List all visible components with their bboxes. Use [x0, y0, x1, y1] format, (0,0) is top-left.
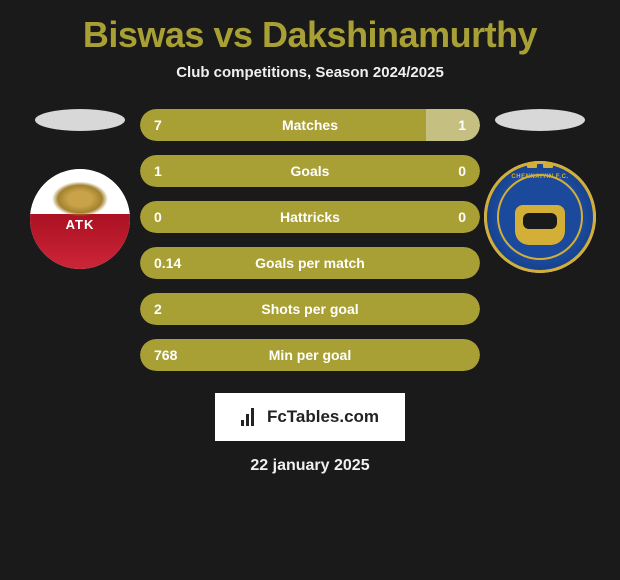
left-team-column: ATK	[20, 109, 140, 269]
che-logo-graphic: CHENNAIYIN F.C.	[484, 161, 596, 273]
atk-logo-graphic: ATK	[30, 169, 130, 269]
comparison-card: Biswas vs Dakshinamurthy Club competitio…	[0, 0, 620, 485]
stat-left-value: 2	[154, 301, 162, 317]
fctables-icon	[241, 408, 261, 426]
che-face-icon	[515, 205, 565, 245]
right-team-oval	[495, 109, 585, 131]
stat-left-value: 7	[154, 117, 162, 133]
stat-fill-right	[426, 109, 480, 141]
stat-right-value: 0	[458, 163, 466, 179]
stat-left-value: 0	[154, 209, 162, 225]
subtitle: Club competitions, Season 2024/2025	[176, 64, 444, 81]
stat-row: 1 0 Goals	[140, 155, 480, 187]
date-text: 22 january 2025	[250, 457, 369, 475]
stat-label: Shots per goal	[261, 301, 358, 317]
che-trophies-icon	[527, 161, 553, 168]
stat-label: Goals	[291, 163, 330, 179]
stat-left-value: 1	[154, 163, 162, 179]
brand-text: FcTables.com	[267, 407, 379, 427]
right-team-column: CHENNAIYIN F.C.	[480, 109, 600, 273]
stat-row: 7 1 Matches	[140, 109, 480, 141]
stat-right-value: 0	[458, 209, 466, 225]
stat-label: Matches	[282, 117, 338, 133]
stats-column: 7 1 Matches 1 0 Goals 0 0 Hattricks 0.14 Goals per…	[140, 109, 480, 371]
atk-logo-text: ATK	[66, 217, 95, 232]
stat-right-value: 1	[458, 117, 466, 133]
stat-left-value: 768	[154, 347, 177, 363]
brand-badge[interactable]: FcTables.com	[215, 393, 405, 441]
stat-left-value: 0.14	[154, 255, 181, 271]
left-team-oval	[35, 109, 125, 131]
left-team-logo: ATK	[30, 169, 130, 269]
stat-label: Goals per match	[255, 255, 365, 271]
stat-label: Hattricks	[280, 209, 340, 225]
right-team-logo: CHENNAIYIN F.C.	[484, 161, 596, 273]
stat-row: 2 Shots per goal	[140, 293, 480, 325]
atk-wing-icon	[45, 179, 115, 219]
stat-label: Min per goal	[269, 347, 351, 363]
stat-row: 768 Min per goal	[140, 339, 480, 371]
stat-row: 0 0 Hattricks	[140, 201, 480, 233]
page-title: Biswas vs Dakshinamurthy	[83, 14, 537, 56]
stat-row: 0.14 Goals per match	[140, 247, 480, 279]
content-area: ATK 7 1 Matches 1 0 Goals 0 0 Hattricks 0.14 Goals…	[0, 109, 620, 371]
